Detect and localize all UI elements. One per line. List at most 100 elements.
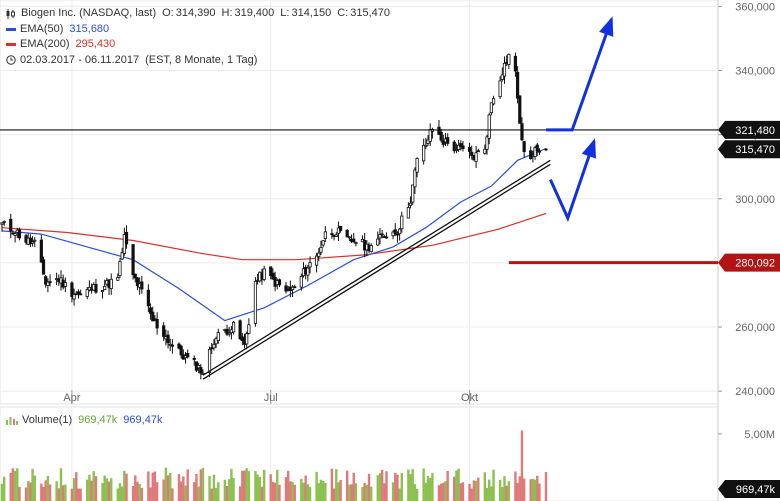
volume-bar [507, 481, 511, 501]
candle [216, 328, 220, 344]
candle-body [179, 345, 183, 356]
legend-range-note: (EST, 8 Monate, 1 Tag) [145, 53, 258, 66]
candle [515, 66, 520, 104]
volume-bar [291, 481, 294, 501]
candle-body [380, 233, 384, 236]
price-tag-label: 280,092 [735, 258, 775, 270]
candle-body [470, 151, 474, 156]
candle [395, 231, 400, 243]
candle-body [308, 262, 312, 268]
legend-o-label: O: [162, 7, 174, 19]
volume-bar [256, 474, 259, 501]
volume-bar [125, 473, 128, 501]
candle [131, 243, 135, 280]
volume-bar [302, 482, 305, 501]
candle [269, 266, 273, 280]
candle [299, 273, 303, 291]
candle [290, 284, 295, 298]
candle [214, 336, 218, 348]
candle [400, 211, 404, 233]
candle-body [515, 71, 520, 99]
candle [457, 139, 461, 152]
candle-body [74, 293, 78, 296]
candle [439, 128, 443, 143]
volume-bar [321, 480, 325, 501]
volume-bar [536, 475, 539, 501]
candle-body [489, 102, 493, 114]
candle [124, 225, 129, 249]
candle-body [247, 324, 251, 334]
volume-bar [293, 484, 296, 501]
y-axis: 240,000260,000280,000300,000320,000340,0… [718, 1, 780, 498]
volume-bar [177, 474, 181, 501]
y-tick-label: 260,000 [735, 322, 775, 334]
volume-bar [492, 469, 495, 501]
candle-body [124, 231, 129, 245]
candle-body [483, 148, 487, 154]
volume-bar [385, 471, 388, 501]
candle-body [321, 240, 325, 246]
candle-body [245, 333, 249, 345]
volume-bar [140, 487, 144, 501]
forecast-arrowhead-1 [599, 16, 614, 37]
candle [513, 52, 518, 77]
volume-bar [470, 488, 473, 501]
candle-body [369, 245, 373, 252]
volume-bar [319, 479, 323, 501]
volume-bar [260, 486, 264, 501]
volume-legend: Volume(1) 969,47k 969,47k [6, 414, 162, 426]
candle [74, 291, 78, 296]
candle [9, 213, 13, 239]
candle-body [498, 80, 502, 97]
candle-body [9, 218, 13, 232]
candlestick-icon [6, 8, 15, 19]
price-tag-bg [718, 253, 780, 272]
volume-bar [422, 468, 425, 501]
candle [413, 167, 417, 194]
volume-bar [352, 472, 355, 501]
volume-bar [429, 478, 432, 501]
candle-body [408, 202, 413, 206]
volume-bar [501, 486, 504, 501]
candle-body [94, 284, 98, 293]
volume-bar [77, 488, 80, 501]
volume-bar [241, 470, 244, 501]
volume-bar [424, 482, 428, 501]
volume-bar [503, 476, 506, 501]
legend-date-range: 02.03.2017 - 06.11.2017 [20, 53, 140, 66]
candle [483, 144, 487, 155]
price-tag-bg [718, 140, 780, 159]
volume-bar [105, 478, 109, 501]
candle-body [170, 344, 175, 347]
candle-body [151, 311, 155, 322]
y-tick-label: 360,000 [735, 1, 775, 13]
volume-bar [238, 486, 242, 501]
volume-bar [153, 471, 157, 501]
volume-bar [171, 488, 174, 501]
candle-body [376, 238, 380, 246]
candle [151, 306, 155, 322]
volume-bar [223, 479, 227, 501]
volume-bar [75, 472, 78, 501]
volume-bar [72, 478, 76, 501]
candle [46, 278, 50, 293]
candle-body [293, 286, 297, 289]
volume-bar [474, 480, 478, 501]
candle-body [306, 267, 310, 276]
candle [535, 143, 539, 156]
candle [72, 288, 76, 306]
volume-bar [522, 478, 526, 501]
candle-body [225, 328, 229, 335]
ema200-line [1, 212, 547, 261]
candle-body [487, 114, 491, 139]
candle [500, 67, 504, 82]
candle-body [166, 334, 170, 344]
candle [461, 140, 465, 152]
candle-body [502, 62, 507, 77]
candle [321, 239, 325, 248]
volume-bar [315, 471, 318, 501]
candle [422, 138, 426, 165]
candle [467, 142, 472, 159]
candle [225, 324, 229, 336]
candle-body [299, 275, 303, 288]
